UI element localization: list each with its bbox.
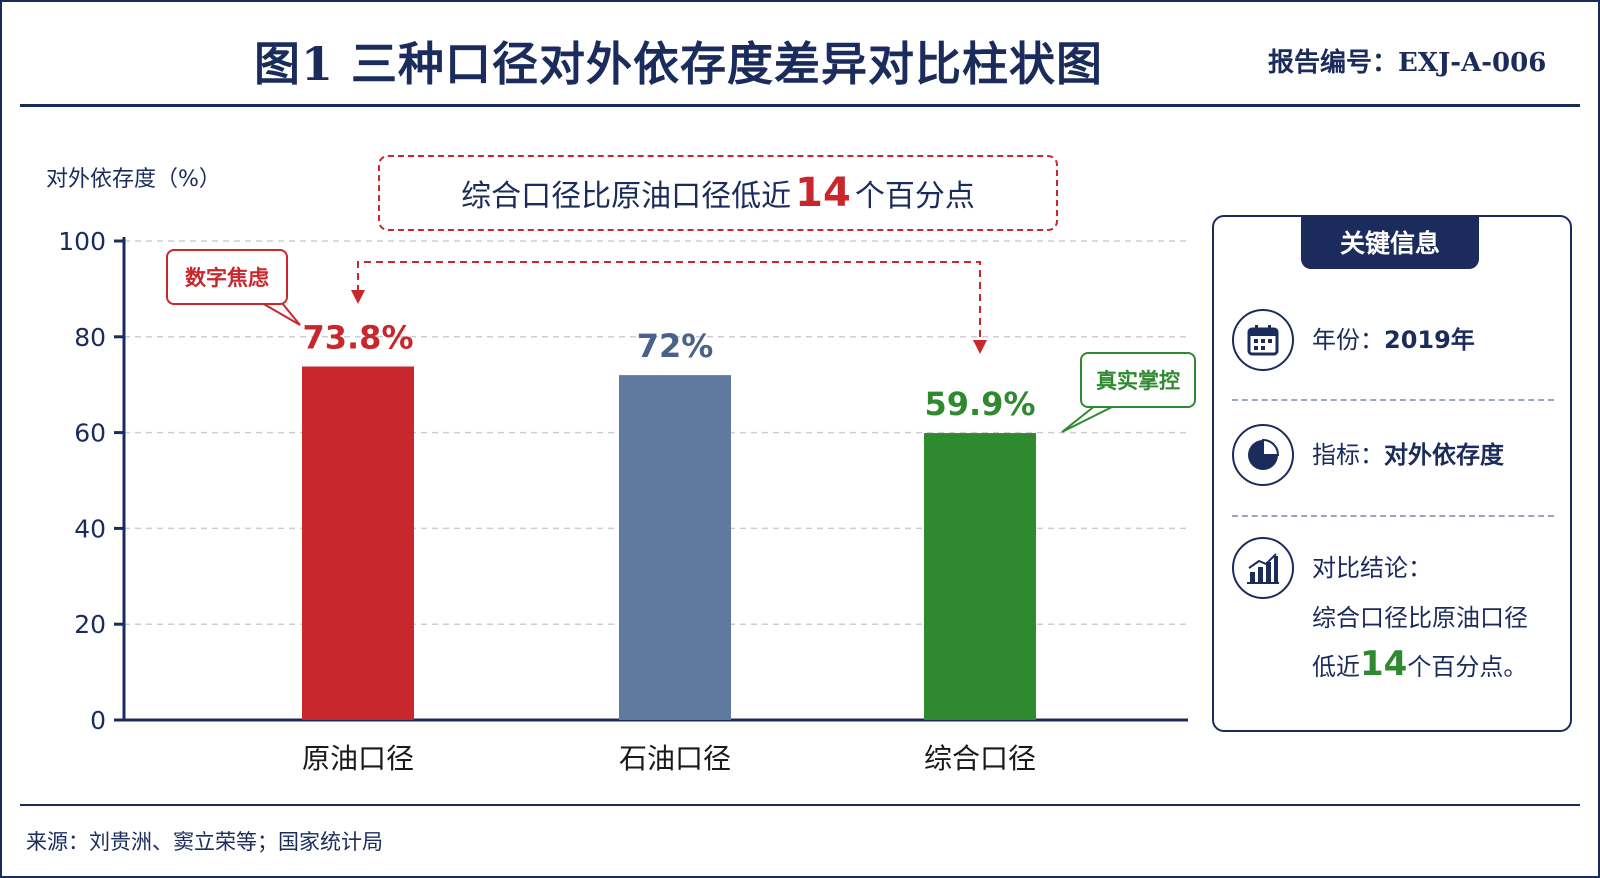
y-axis-title: 对外依存度（%）	[46, 167, 221, 192]
bar-chart-icon	[1232, 537, 1294, 599]
conclusion-line-2: 低近14个百分点。	[1312, 641, 1528, 690]
bar-3	[924, 433, 1036, 720]
y-tick-label: 60	[74, 419, 106, 448]
conclusion-prefix: 低近	[1312, 653, 1360, 681]
data-label: 73.8%	[302, 318, 413, 356]
y-tick-label: 0	[90, 706, 106, 735]
year-label: 年份：	[1312, 326, 1384, 354]
data-label: 59.9%	[924, 385, 1035, 423]
info-row-indicator: 指标：对外依存度	[1232, 424, 1504, 486]
indicator-value: 对外依存度	[1384, 441, 1504, 469]
x-tick-label: 综合口径	[924, 742, 1036, 775]
callout-suffix: 个百分点	[854, 179, 975, 214]
bubble-tail-right	[1061, 404, 1117, 433]
comparison-connector	[357, 261, 981, 342]
year-value: 2019年	[1384, 326, 1475, 354]
x-tick-label: 石油口径	[619, 742, 731, 775]
conclusion-suffix: 个百分点。	[1407, 653, 1528, 681]
info-row-year: 年份：2019年	[1232, 309, 1475, 371]
info-divider	[1232, 399, 1554, 401]
x-tick-label: 原油口径	[302, 742, 414, 775]
y-tick-label: 80	[74, 323, 106, 352]
page-title: 图1 三种口径对外依存度差异对比柱状图	[254, 37, 1104, 91]
info-divider	[1232, 515, 1554, 517]
conclusion-line-1: 综合口径比原油口径	[1312, 604, 1528, 632]
comparison-callout: 综合口径比原油口径低近 14 个百分点	[378, 155, 1058, 231]
indicator-label: 指标：	[1312, 441, 1384, 469]
conclusion-highlight: 14	[1360, 644, 1408, 684]
conclusion-label: 对比结论：	[1312, 554, 1432, 582]
conclusion-text: 综合口径比原油口径 低近14个百分点。	[1312, 595, 1528, 690]
bubble-tail-left	[258, 302, 301, 326]
anxiety-bubble: 数字焦虑	[166, 249, 288, 305]
calendar-icon	[1232, 309, 1294, 371]
info-row-conclusion: 对比结论：	[1232, 537, 1432, 599]
y-tick-label: 100	[58, 227, 106, 256]
bar-1	[302, 366, 414, 720]
footer-divider	[20, 804, 1580, 806]
key-info-panel: 关键信息 年份：2019年 指标：对外依存度	[1212, 215, 1572, 732]
indicator-text: 指标：对外依存度	[1312, 424, 1504, 486]
report-number: 报告编号：EXJ-A-006	[1268, 48, 1547, 78]
pie-chart-icon	[1232, 424, 1294, 486]
arrow-down-icon	[351, 290, 365, 304]
year-text: 年份：2019年	[1312, 309, 1475, 371]
info-panel-title: 关键信息	[1301, 215, 1479, 269]
bar-2	[619, 375, 731, 720]
callout-highlight: 14	[795, 170, 851, 216]
callout-prefix: 综合口径比原油口径低近	[461, 179, 792, 214]
control-bubble: 真实掌控	[1080, 352, 1196, 408]
bar-chart: 对外依存度（%） 0 20 40 60 80 100 73.8% 原油口径 72% 石油口径 59.9…	[46, 167, 1188, 775]
source-note: 来源：刘贵洲、窦立荣等；国家统计局	[26, 830, 383, 854]
y-tick-label: 40	[74, 514, 106, 543]
y-tick-label: 20	[74, 610, 106, 639]
data-label: 72%	[637, 327, 714, 365]
header-divider	[20, 104, 1580, 107]
arrow-down-icon	[973, 340, 987, 354]
